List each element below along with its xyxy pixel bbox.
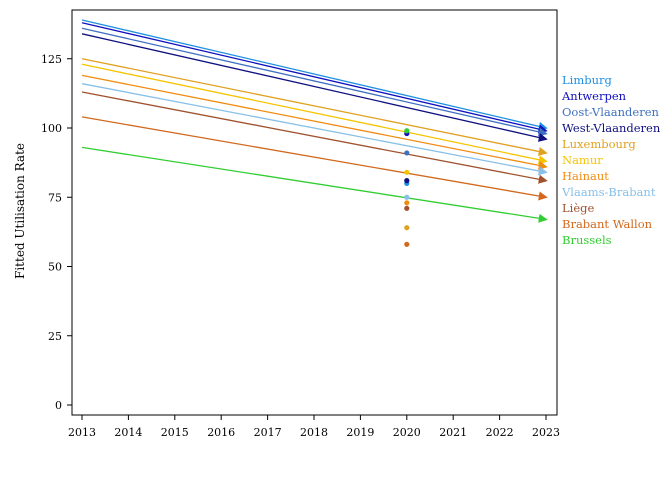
y-tick-label: 50 xyxy=(48,261,62,274)
series-line-namur xyxy=(81,63,548,165)
series-line-luxembourg xyxy=(81,58,548,156)
series-line-brabant-wallon xyxy=(81,116,548,201)
legend: Limburg Antwerpen Oost-Vlaanderen West-Vlaa… xyxy=(561,73,661,247)
y-axis: 0 25 50 75 100 125 xyxy=(41,53,72,412)
observed-point-luxembourg xyxy=(404,225,410,231)
series-line-antwerpen xyxy=(81,22,548,134)
legend-label: Limburg xyxy=(562,73,612,87)
observed-point-vlaams-brabant xyxy=(404,194,410,200)
legend-label: Brussels xyxy=(562,233,612,247)
legend-label: Brabant Wallon xyxy=(562,217,653,231)
legend-label: Oost-Vlaanderen xyxy=(562,105,659,119)
series-line-west-vlaanderen xyxy=(81,33,548,142)
x-tick-label: 2023 xyxy=(532,426,560,439)
observed-points xyxy=(404,128,410,247)
series-line-vlaams-brabant xyxy=(81,83,548,176)
series-line-li-ge xyxy=(81,91,548,184)
observed-point-brabant-wallon xyxy=(404,241,410,247)
observed-point-namur xyxy=(404,169,410,175)
series-line-brussels xyxy=(81,146,548,223)
x-tick-label: 2020 xyxy=(393,426,421,439)
y-tick-label: 100 xyxy=(41,122,62,135)
x-tick-label: 2013 xyxy=(68,426,96,439)
series-lines xyxy=(81,19,548,223)
observed-point-west-vlaanderen xyxy=(404,178,410,184)
x-tick-label: 2019 xyxy=(346,426,374,439)
plot-frame xyxy=(71,9,558,416)
y-axis-title: Fitted Utilisation Rate xyxy=(13,143,27,279)
legend-label: Namur xyxy=(562,153,603,167)
legend-label: Liège xyxy=(562,201,594,215)
x-tick-label: 2016 xyxy=(207,426,235,439)
observed-point-brussels xyxy=(404,128,410,134)
y-tick-label: 25 xyxy=(48,330,62,343)
observed-point-hainaut xyxy=(404,200,410,206)
observed-point-oost-vlaanderen xyxy=(404,150,410,156)
legend-label: Antwerpen xyxy=(561,89,627,103)
observed-point-li-ge xyxy=(404,205,410,211)
legend-label: West-Vlaanderen xyxy=(562,121,661,135)
x-tick-label: 2015 xyxy=(161,426,189,439)
x-tick-label: 2018 xyxy=(300,426,328,439)
x-tick-label: 2017 xyxy=(254,426,282,439)
legend-label: Hainaut xyxy=(562,169,609,183)
x-tick-label: 2022 xyxy=(486,426,514,439)
y-tick-label: 125 xyxy=(41,53,62,66)
x-tick-label: 2014 xyxy=(114,426,142,439)
series-line-hainaut xyxy=(81,74,548,170)
x-axis: 2013 2014 2015 2016 2017 2018 2019 2020 2021 2022… xyxy=(68,415,560,439)
series-line-limburg xyxy=(81,19,548,131)
y-tick-label: 0 xyxy=(55,399,62,412)
y-tick-label: 75 xyxy=(48,191,62,204)
series-line-oost-vlaanderen xyxy=(81,27,548,137)
x-tick-label: 2021 xyxy=(439,426,467,439)
legend-label: Vlaams-Brabant xyxy=(561,185,656,199)
legend-label: Luxembourg xyxy=(562,137,636,151)
